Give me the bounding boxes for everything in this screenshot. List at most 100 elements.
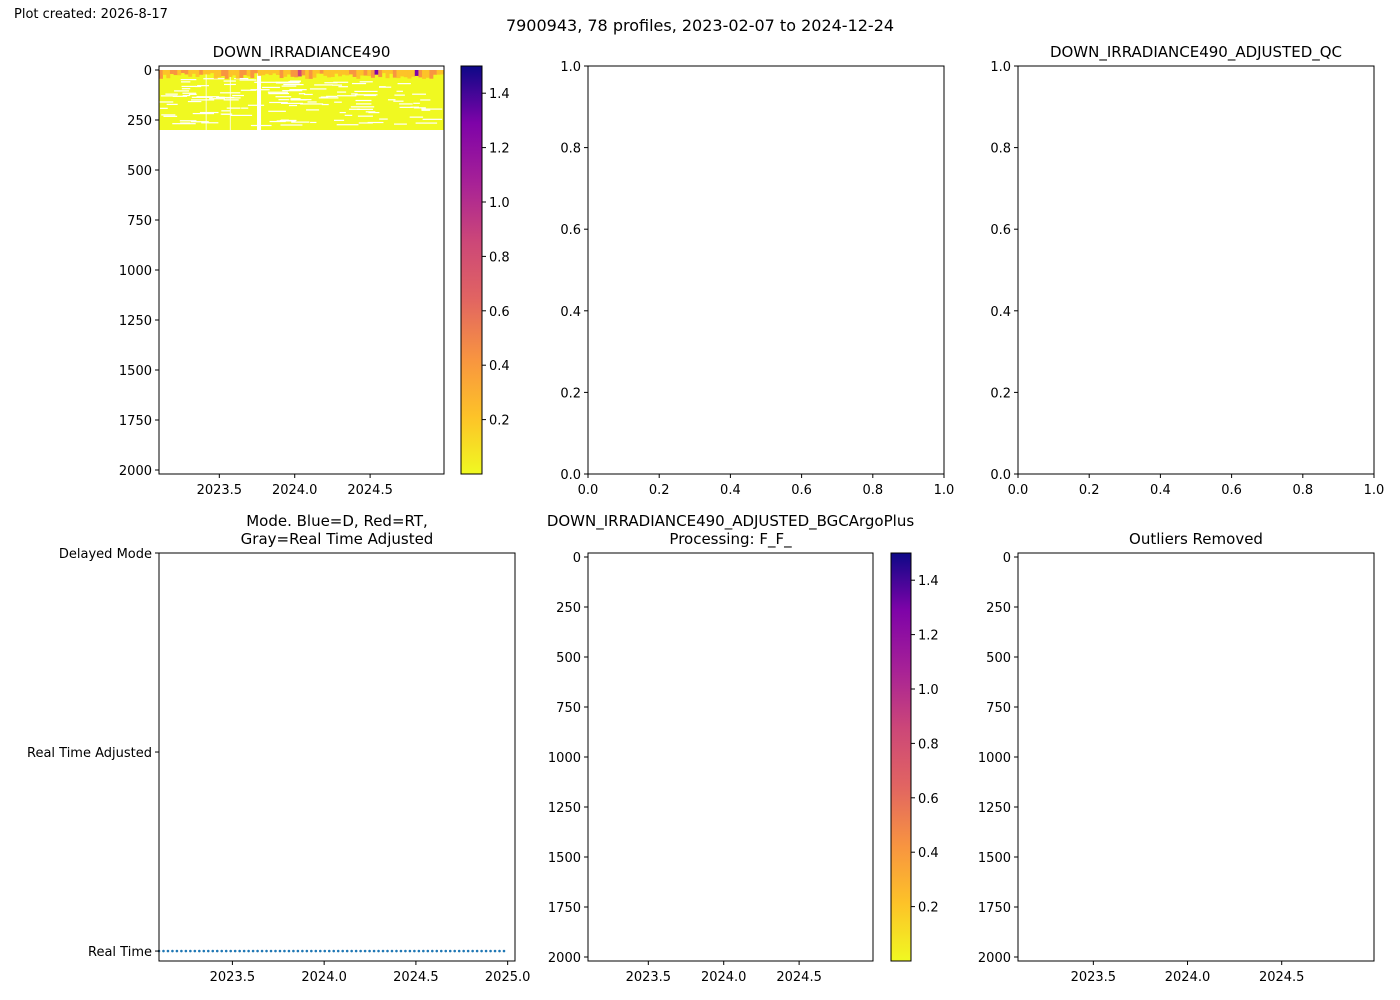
heatmap-gap-column xyxy=(229,70,231,130)
heatmap-surface-cell xyxy=(272,70,277,74)
heatmap-gap xyxy=(291,121,310,123)
heatmap-surface-cell xyxy=(367,70,372,77)
mode-point xyxy=(377,949,380,953)
x-tick-label: 0.2 xyxy=(1079,483,1100,498)
heatmap-surface-cell xyxy=(188,70,193,77)
heatmap-surface-cell xyxy=(294,70,299,78)
y-tick-label: 750 xyxy=(986,701,1011,716)
heatmap-gap xyxy=(220,113,233,115)
mode-point xyxy=(175,949,179,953)
heatmap-gap xyxy=(250,124,272,127)
heatmap-gap xyxy=(267,91,288,93)
y-tick-label: 500 xyxy=(986,651,1011,666)
heatmap-surface-cell xyxy=(275,70,280,75)
heatmap-surface-cell xyxy=(327,70,332,78)
chart-adjqc: 0.0 0.2 0.4 0.6 0.8 1.0 0.0 0.2 0.4 0.6 0.8 1.0 DOWN… xyxy=(990,43,1384,498)
heatmap-gap xyxy=(269,120,286,123)
heatmap-surface-cell xyxy=(279,70,284,79)
heatmap-gap xyxy=(367,121,384,124)
heatmap-surface-cell xyxy=(352,70,357,77)
heatmap-gap xyxy=(182,94,191,97)
heatmap-gap xyxy=(288,104,298,107)
heatmap-surface-cell xyxy=(221,70,226,77)
heatmap-surface-cell xyxy=(301,70,306,76)
heatmap-surface-cell xyxy=(312,70,317,78)
x-tick-label: 2024.5 xyxy=(347,483,393,498)
mode-point xyxy=(471,949,474,953)
chart-raw: 2023.5 2024.0 2024.5 0 250 500 750 1000 1250 1500… xyxy=(119,43,510,498)
heatmap-gap xyxy=(337,95,357,97)
chart-title: DOWN_IRRADIANCE490_ADJUSTED_BGCArgoPlus xyxy=(547,512,915,531)
heatmap-gap xyxy=(289,89,307,91)
heatmap-gap xyxy=(241,107,249,109)
heatmap-gap xyxy=(321,103,329,106)
heatmap-surface-cell xyxy=(283,70,288,77)
heatmap-surface-cell xyxy=(195,70,200,77)
heatmap-surface-cell xyxy=(341,70,346,75)
heatmap-surface-cell xyxy=(411,70,416,77)
heatmap-surface-cell xyxy=(162,70,167,75)
mode-point xyxy=(314,949,318,953)
heatmap-surface-cell xyxy=(422,70,427,79)
chart-bgcplus: 2023.5 2024.0 2024.5 0 250 500 750 1000 1250 1500… xyxy=(547,512,939,985)
axes-frame xyxy=(1017,65,1375,475)
y-tick-label: 0.2 xyxy=(990,386,1011,401)
heatmap-surface-cell xyxy=(159,70,163,79)
heatmap-gap xyxy=(269,101,288,104)
x-tick-label: 2024.0 xyxy=(272,483,318,498)
heatmap-surface-cell xyxy=(191,70,196,74)
mode-point xyxy=(184,949,188,953)
heatmap-surface-cell xyxy=(425,70,430,78)
mode-point xyxy=(256,949,259,953)
heatmap-surface-cell xyxy=(436,70,441,75)
x-tick-label: 0.4 xyxy=(720,483,741,498)
mode-point xyxy=(363,949,367,953)
heatmap-gap xyxy=(350,106,375,108)
heatmap-surface-cell xyxy=(323,70,328,76)
heatmap-gap xyxy=(276,120,296,122)
chart-title-line2: Gray=Real Time Adjusted xyxy=(241,530,434,548)
heatmap-gap xyxy=(223,99,239,101)
heatmap-surface-cell xyxy=(378,70,383,78)
y-tick-label: 0.8 xyxy=(560,142,581,157)
mode-point xyxy=(171,949,174,953)
heatmap-gap xyxy=(420,99,431,101)
heatmap-surface-cell xyxy=(305,70,310,79)
heatmap-gap xyxy=(218,96,225,98)
heatmap-surface-cell xyxy=(264,70,269,74)
heatmap-gap xyxy=(320,96,329,98)
mode-point xyxy=(296,949,300,953)
heatmap-gap xyxy=(165,93,178,95)
chart-outliers: 2023.5 2024.0 2024.5 0 250 500 750 1000 1250 1500… xyxy=(978,530,1375,985)
x-tick-label: 1.0 xyxy=(934,483,955,498)
heatmap-gap xyxy=(192,112,215,115)
mode-point xyxy=(211,949,215,953)
heatmap-gap xyxy=(280,124,303,126)
heatmap-gap xyxy=(234,78,249,80)
colorbar xyxy=(460,65,483,475)
heatmap-gap xyxy=(334,101,342,103)
heatmap-gap xyxy=(409,116,424,118)
y-tick-label: 0.2 xyxy=(560,386,581,401)
mode-point xyxy=(318,949,322,953)
heatmap-gap xyxy=(387,99,396,101)
heatmap-gap xyxy=(240,89,257,91)
mode-point xyxy=(247,949,250,953)
y-tick-label: 1000 xyxy=(978,751,1011,766)
mode-point xyxy=(413,949,416,953)
heatmap-surface-cell xyxy=(433,70,437,75)
heatmap-surface-cell xyxy=(268,70,273,76)
x-tick-label: 0.8 xyxy=(862,483,883,498)
heatmap-gap xyxy=(310,121,317,124)
mode-point xyxy=(381,949,385,953)
heatmap-gap xyxy=(172,123,196,125)
heatmap-surface-cell xyxy=(389,70,394,74)
mode-point xyxy=(408,949,412,953)
heatmap-gap xyxy=(355,99,372,102)
heatmap-gap xyxy=(415,122,438,124)
y-tick-label: 0.4 xyxy=(560,305,581,320)
heatmap-surface-cell xyxy=(173,70,178,76)
y-tick-label: Delayed Mode xyxy=(59,547,152,562)
mode-point xyxy=(189,949,192,953)
heatmap-gap xyxy=(413,107,426,109)
